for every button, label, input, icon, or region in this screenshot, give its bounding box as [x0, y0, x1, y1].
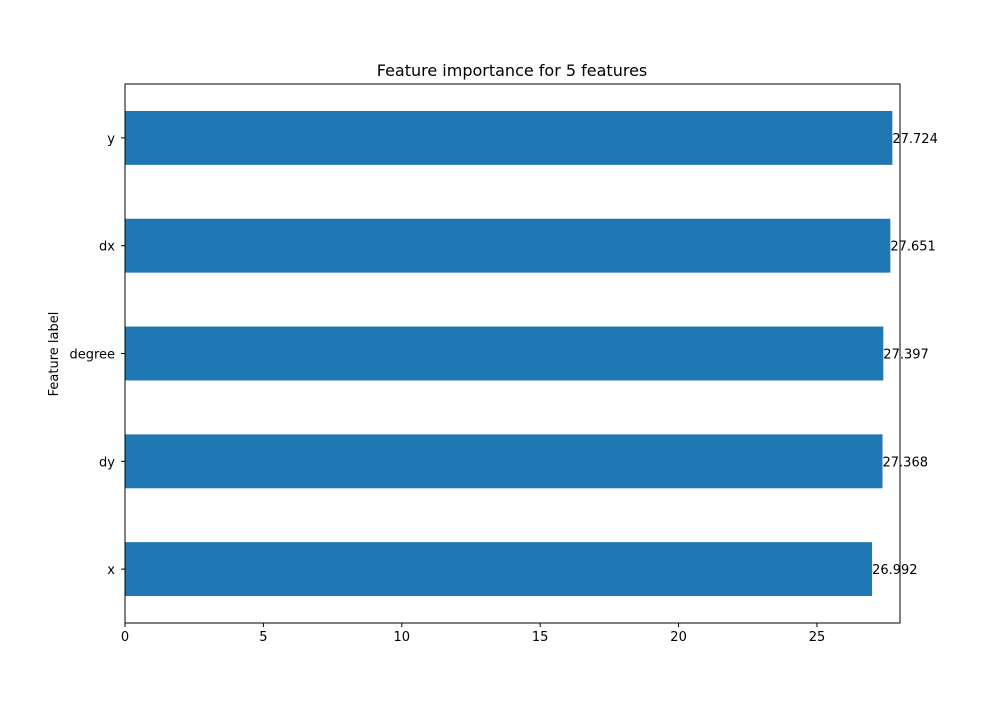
x-tick-label-5: 5 [259, 630, 267, 645]
data-label-y: 27.724 [892, 132, 938, 147]
chart-title: Feature importance for 5 features [377, 61, 648, 80]
y-tick-label-dy: dy [99, 455, 115, 470]
data-label-x: 26.992 [872, 563, 918, 578]
x-tick-label-0: 0 [121, 630, 129, 645]
plot-frame [124, 83, 901, 624]
y-tick-label-y: y [107, 132, 115, 147]
x-tick-label-10: 10 [394, 630, 411, 645]
bars-layer: 27.724 27.651 27.397 27.368 26.992 [125, 110, 938, 597]
data-label-dy: 27.368 [883, 455, 929, 470]
data-label-degree: 27.397 [883, 348, 929, 363]
data-label-dx: 27.651 [890, 240, 936, 255]
y-tick-label-x: x [107, 563, 115, 578]
x-tick-label-20: 20 [670, 630, 687, 645]
bar-dx [125, 218, 891, 273]
axes-layer: y dx degree dy x 0 5 10 15 20 25 [69, 83, 901, 645]
bar-y [125, 110, 893, 165]
bar-dy [125, 434, 883, 489]
x-tick-label-15: 15 [532, 630, 549, 645]
y-axis-label: Feature label [47, 312, 62, 397]
x-tick-label-25: 25 [809, 630, 826, 645]
y-tick-label-degree: degree [69, 348, 115, 363]
bar-degree [125, 326, 884, 381]
bar-x [125, 542, 873, 597]
y-tick-label-dx: dx [99, 240, 115, 255]
